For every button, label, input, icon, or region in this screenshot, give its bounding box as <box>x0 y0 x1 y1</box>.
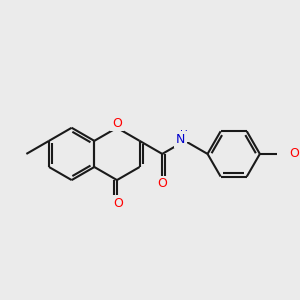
Text: H: H <box>180 130 188 140</box>
Text: N: N <box>176 133 185 146</box>
Text: O: O <box>157 178 167 190</box>
Text: O: O <box>112 117 122 130</box>
Text: O: O <box>113 196 123 210</box>
Text: O: O <box>289 147 299 161</box>
